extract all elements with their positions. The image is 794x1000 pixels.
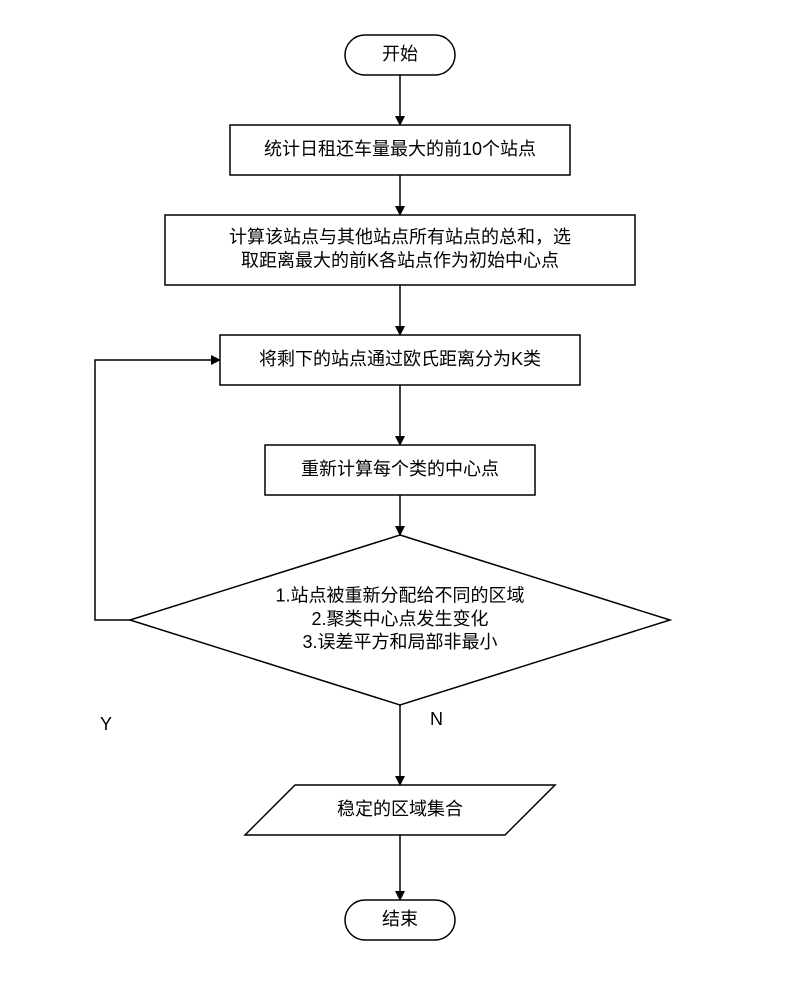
step1: 统计日租还车量最大的前10个站点 [230,125,570,175]
start-text-0: 开始 [382,44,418,64]
step4: 重新计算每个类的中心点 [265,445,535,495]
step4-text-0: 重新计算每个类的中心点 [301,459,499,479]
flowchart-svg: 开始统计日租还车量最大的前10个站点计算该站点与其他站点所有站点的总和，选取距离… [0,0,794,1000]
edge-label-7: Y [100,714,112,734]
step2-text-0: 计算该站点与其他站点所有站点的总和，选 [229,227,571,247]
edge-5: N [400,705,443,785]
edge-7: Y [95,360,220,734]
end: 结束 [345,900,455,940]
output: 稳定的区域集合 [245,785,555,835]
end-text-0: 结束 [382,909,418,929]
step1-text-0: 统计日租还车量最大的前10个站点 [264,139,536,159]
edge-label-5: N [430,709,443,729]
step2: 计算该站点与其他站点所有站点的总和，选取距离最大的前K各站点作为初始中心点 [165,215,635,285]
decision-text-1: 2.聚类中心点发生变化 [311,609,488,629]
step2-text-1: 取距离最大的前K各站点作为初始中心点 [241,250,559,270]
output-text-0: 稳定的区域集合 [337,799,463,819]
step3-text-0: 将剩下的站点通过欧氏距离分为K类 [259,349,541,369]
step3: 将剩下的站点通过欧氏距离分为K类 [220,335,580,385]
decision-text-2: 3.误差平方和局部非最小 [302,632,497,652]
start: 开始 [345,35,455,75]
decision: 1.站点被重新分配给不同的区域 2.聚类中心点发生变化 3.误差平方和局部非最小 [130,535,670,705]
decision-text-0: 1.站点被重新分配给不同的区域 [275,585,524,605]
